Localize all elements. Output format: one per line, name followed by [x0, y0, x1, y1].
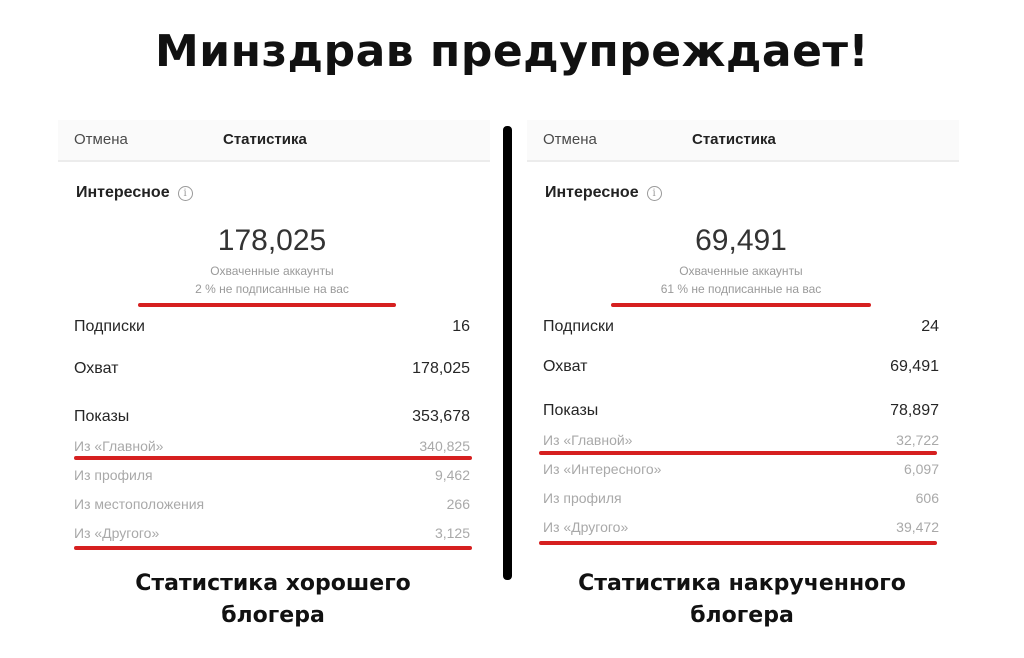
highlight-underline	[611, 303, 871, 307]
stat-subvalue: 32,722	[896, 432, 939, 448]
stat-label: Подписки	[543, 318, 614, 335]
stat-sublabel: Из профиля	[74, 467, 153, 483]
accounts-reached-label: Охваченные аккаунты	[210, 264, 334, 278]
info-icon[interactable]: i	[646, 185, 662, 201]
caption-line: Статистика накрученного	[578, 571, 906, 596]
stat-label: Охват	[74, 360, 119, 377]
stats-panel-boosted: Отмена Статистика Интересное i 69,491 Ох…	[527, 120, 959, 560]
top-bar: Отмена Статистика	[58, 120, 490, 162]
stat-value: 16	[452, 318, 470, 335]
section-heading-label: Интересное	[545, 184, 639, 201]
highlight-underline	[539, 541, 937, 545]
stat-sublabel: Из «Интересного»	[543, 461, 662, 477]
section-heading: Интересное i	[545, 184, 662, 202]
stats-panel-good: Отмена Статистика Интересное i 178,025 О…	[58, 120, 490, 560]
accounts-reached-value: 69,491	[695, 224, 787, 257]
non-followers-label: 2 % не подписанные на вас	[195, 282, 349, 296]
section-heading: Интересное i	[76, 184, 193, 202]
highlight-underline	[74, 546, 472, 550]
stat-subrow: Из профиля 606	[543, 490, 939, 506]
stat-subvalue: 3,125	[434, 525, 470, 541]
stat-value: 24	[921, 318, 939, 335]
stat-value: 178,025	[412, 360, 470, 377]
stat-value: 69,491	[890, 358, 939, 375]
stat-label: Показы	[74, 408, 130, 425]
stat-sublabel: Из «Главной»	[74, 438, 164, 454]
top-bar: Отмена Статистика	[527, 120, 959, 162]
stat-subvalue: 266	[446, 496, 470, 512]
stat-value: 353,678	[412, 408, 470, 425]
stat-sublabel: Из «Другого»	[543, 519, 629, 535]
caption-line: блогера	[690, 603, 794, 628]
stat-subvalue: 9,462	[434, 467, 470, 483]
vertical-divider	[503, 126, 512, 580]
stat-subvalue: 606	[915, 490, 939, 506]
stat-value: 78,897	[890, 402, 939, 419]
stat-subrow: Из «Главной» 32,722	[543, 432, 939, 448]
stat-subrow: Из местоположения 266	[74, 496, 470, 512]
stat-sublabel: Из «Главной»	[543, 432, 633, 448]
cancel-button[interactable]: Отмена	[543, 131, 597, 148]
header-title: Статистика	[692, 131, 776, 148]
page-title: Минздрав предупреждает!	[154, 26, 870, 77]
stat-row-reach: Охват 69,491	[543, 358, 939, 376]
cancel-button[interactable]: Отмена	[74, 131, 128, 148]
non-followers-label: 61 % не подписанные на вас	[660, 282, 822, 296]
accounts-reached-label: Охваченные аккаунты	[679, 264, 803, 278]
caption-boosted-blogger: Статистика накрученного блогера	[527, 568, 957, 632]
caption-line: блогера	[221, 603, 325, 628]
accounts-reached-value: 178,025	[217, 224, 327, 257]
stat-row-impressions: Показы 78,897	[543, 402, 939, 420]
highlight-underline	[74, 456, 472, 460]
stat-row-impressions: Показы 353,678	[74, 408, 470, 426]
stat-row-reach: Охват 178,025	[74, 360, 470, 378]
highlight-underline	[539, 451, 937, 455]
stat-subrow: Из «Главной» 340,825	[74, 438, 470, 454]
stat-label: Охват	[543, 358, 588, 375]
section-heading-label: Интересное	[76, 184, 170, 201]
stat-sublabel: Из местоположения	[74, 496, 205, 512]
stat-subrow: Из профиля 9,462	[74, 467, 470, 483]
stat-subrow: Из «Интересного» 6,097	[543, 461, 939, 477]
stat-subvalue: 39,472	[896, 519, 939, 535]
header-title: Статистика	[223, 131, 307, 148]
stat-label: Подписки	[74, 318, 145, 335]
stat-subvalue: 340,825	[419, 438, 470, 454]
stat-sublabel: Из «Другого»	[74, 525, 160, 541]
stat-subrow: Из «Другого» 3,125	[74, 525, 470, 541]
caption-line: Статистика хорошего	[135, 571, 411, 596]
stat-sublabel: Из профиля	[543, 490, 622, 506]
stat-subvalue: 6,097	[903, 461, 939, 477]
stat-label: Показы	[543, 402, 599, 419]
highlight-underline	[138, 303, 396, 307]
stat-row-follows: Подписки 24	[543, 318, 939, 336]
caption-good-blogger: Статистика хорошего блогера	[58, 568, 488, 632]
info-icon[interactable]: i	[177, 185, 193, 201]
stat-subrow: Из «Другого» 39,472	[543, 519, 939, 535]
stat-row-follows: Подписки 16	[74, 318, 470, 336]
